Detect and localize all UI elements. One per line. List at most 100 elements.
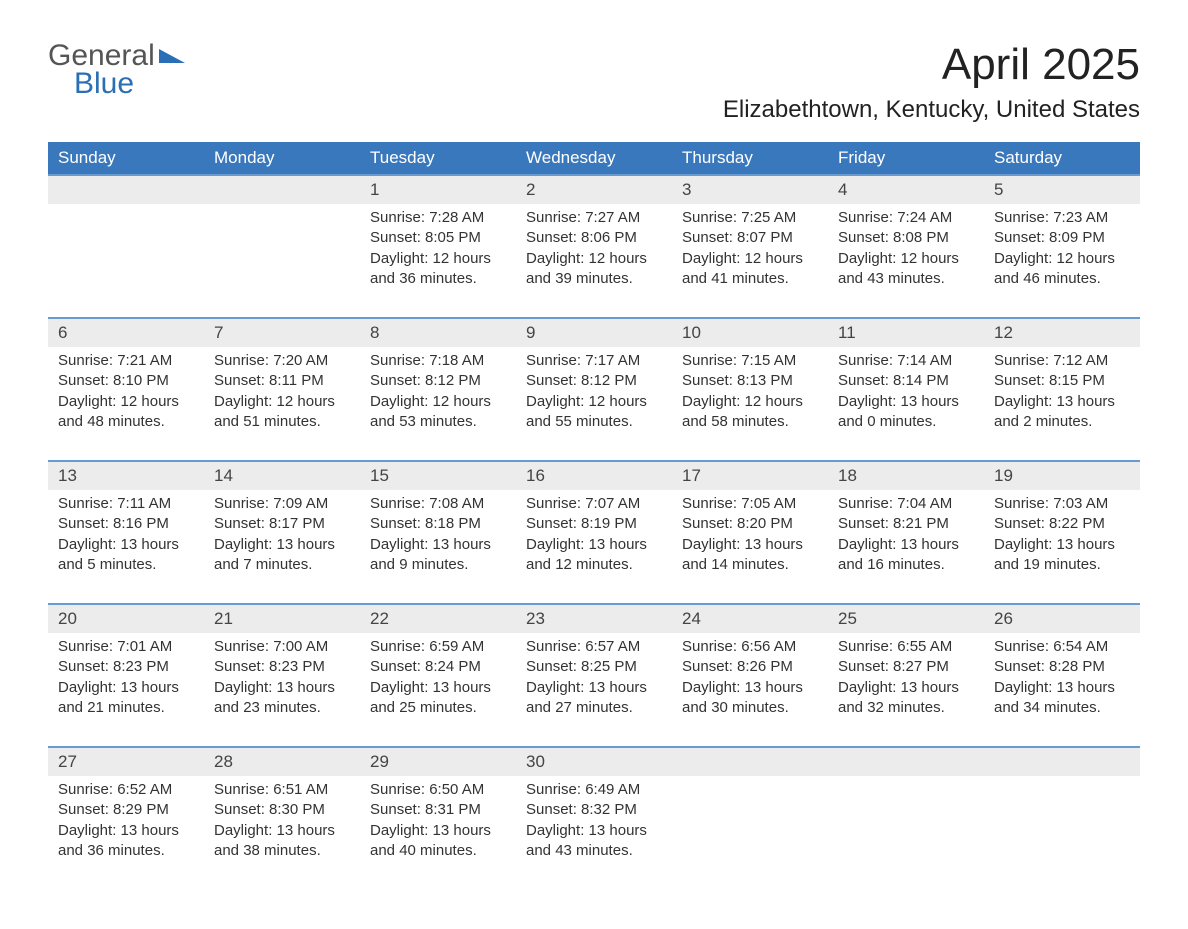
day-data-line: Sunrise: 6:51 AM [214,780,350,800]
day-number: 9 [516,319,672,347]
day-data-line: Sunrise: 7:27 AM [526,208,662,228]
day-data-line: Sunset: 8:32 PM [526,800,662,820]
day-data-line: Sunrise: 6:50 AM [370,780,506,800]
day-number: 12 [984,319,1140,347]
day-number: 28 [204,748,360,776]
day-number: 27 [48,748,204,776]
day-data-line: Daylight: 12 hours [58,392,194,412]
day-data-line: Sunset: 8:23 PM [214,657,350,677]
day-data-line: Sunrise: 6:55 AM [838,637,974,657]
weekday-header: Saturday [984,142,1140,174]
day-data-line: and 7 minutes. [214,555,350,575]
day-cell: Sunrise: 7:18 AMSunset: 8:12 PMDaylight:… [360,347,516,460]
day-data-line: and 36 minutes. [58,841,194,861]
day-cell: Sunrise: 7:04 AMSunset: 8:21 PMDaylight:… [828,490,984,603]
day-number: 17 [672,462,828,490]
day-cell: Sunrise: 7:21 AMSunset: 8:10 PMDaylight:… [48,347,204,460]
day-data-line: and 14 minutes. [682,555,818,575]
day-data-line: Sunset: 8:23 PM [58,657,194,677]
day-data-line: Sunset: 8:08 PM [838,228,974,248]
day-data-line: and 48 minutes. [58,412,194,432]
day-number: 30 [516,748,672,776]
day-cell [48,204,204,317]
day-data-line: Sunset: 8:27 PM [838,657,974,677]
day-data-line: and 38 minutes. [214,841,350,861]
day-cell: Sunrise: 6:59 AMSunset: 8:24 PMDaylight:… [360,633,516,746]
day-cell: Sunrise: 6:55 AMSunset: 8:27 PMDaylight:… [828,633,984,746]
day-data-line: and 55 minutes. [526,412,662,432]
week-row: Sunrise: 6:52 AMSunset: 8:29 PMDaylight:… [48,776,1140,889]
week-row: Sunrise: 7:21 AMSunset: 8:10 PMDaylight:… [48,347,1140,460]
day-data-line: Sunset: 8:10 PM [58,371,194,391]
day-data-line: Sunset: 8:25 PM [526,657,662,677]
day-cell: Sunrise: 7:24 AMSunset: 8:08 PMDaylight:… [828,204,984,317]
day-data-line: and 43 minutes. [838,269,974,289]
day-number: 1 [360,176,516,204]
day-number: 13 [48,462,204,490]
day-cell: Sunrise: 7:08 AMSunset: 8:18 PMDaylight:… [360,490,516,603]
weekday-header: Sunday [48,142,204,174]
day-cell: Sunrise: 7:20 AMSunset: 8:11 PMDaylight:… [204,347,360,460]
day-data-line: and 39 minutes. [526,269,662,289]
day-data-line: and 30 minutes. [682,698,818,718]
day-data-line: and 43 minutes. [526,841,662,861]
day-data-line: Daylight: 12 hours [682,392,818,412]
day-number [204,176,360,204]
day-data-line: Sunrise: 7:28 AM [370,208,506,228]
day-data-line: Sunrise: 7:18 AM [370,351,506,371]
day-data-line: Sunrise: 7:08 AM [370,494,506,514]
logo-word-blue: Blue [48,68,185,100]
day-number: 20 [48,605,204,633]
day-data-line: Sunrise: 6:57 AM [526,637,662,657]
day-data-line: Daylight: 12 hours [370,249,506,269]
day-data-line: Daylight: 13 hours [682,535,818,555]
day-data-line: Sunset: 8:19 PM [526,514,662,534]
day-data-line: Daylight: 13 hours [682,678,818,698]
day-cell: Sunrise: 7:17 AMSunset: 8:12 PMDaylight:… [516,347,672,460]
day-data-line: Sunset: 8:05 PM [370,228,506,248]
day-data-line: Daylight: 12 hours [682,249,818,269]
day-number: 3 [672,176,828,204]
day-data-line: Sunset: 8:17 PM [214,514,350,534]
daynum-band: 27282930 [48,746,1140,776]
daynum-band: 13141516171819 [48,460,1140,490]
day-data-line: Daylight: 13 hours [838,392,974,412]
day-data-line: Daylight: 13 hours [526,821,662,841]
calendar: Sunday Monday Tuesday Wednesday Thursday… [48,142,1140,889]
day-data-line: and 58 minutes. [682,412,818,432]
day-cell: Sunrise: 6:54 AMSunset: 8:28 PMDaylight:… [984,633,1140,746]
day-number: 25 [828,605,984,633]
day-cell: Sunrise: 7:00 AMSunset: 8:23 PMDaylight:… [204,633,360,746]
day-data-line: Sunset: 8:07 PM [682,228,818,248]
day-data-line: Daylight: 13 hours [58,678,194,698]
day-data-line: Sunrise: 7:11 AM [58,494,194,514]
day-data-line: and 36 minutes. [370,269,506,289]
day-data-line: Daylight: 13 hours [838,535,974,555]
day-number: 16 [516,462,672,490]
day-data-line: Sunrise: 7:01 AM [58,637,194,657]
day-data-line: Daylight: 13 hours [526,678,662,698]
day-data-line: and 21 minutes. [58,698,194,718]
day-data-line: and 0 minutes. [838,412,974,432]
day-data-line: Sunrise: 7:25 AM [682,208,818,228]
day-data-line: Daylight: 13 hours [58,821,194,841]
day-number: 4 [828,176,984,204]
day-data-line: Daylight: 13 hours [58,535,194,555]
day-data-line: and 40 minutes. [370,841,506,861]
day-data-line: Daylight: 13 hours [370,678,506,698]
day-cell: Sunrise: 7:25 AMSunset: 8:07 PMDaylight:… [672,204,828,317]
day-cell: Sunrise: 6:49 AMSunset: 8:32 PMDaylight:… [516,776,672,889]
day-data-line: Sunrise: 7:03 AM [994,494,1130,514]
day-number: 5 [984,176,1140,204]
day-data-line: Daylight: 12 hours [526,392,662,412]
weekday-header-row: Sunday Monday Tuesday Wednesday Thursday… [48,142,1140,174]
day-data-line: Daylight: 13 hours [214,678,350,698]
day-data-line: and 32 minutes. [838,698,974,718]
day-data-line: Sunset: 8:24 PM [370,657,506,677]
day-number: 29 [360,748,516,776]
day-data-line: Daylight: 13 hours [526,535,662,555]
day-data-line: Sunrise: 7:07 AM [526,494,662,514]
day-data-line: Sunset: 8:28 PM [994,657,1130,677]
daynum-band: 6789101112 [48,317,1140,347]
day-data-line: and 2 minutes. [994,412,1130,432]
